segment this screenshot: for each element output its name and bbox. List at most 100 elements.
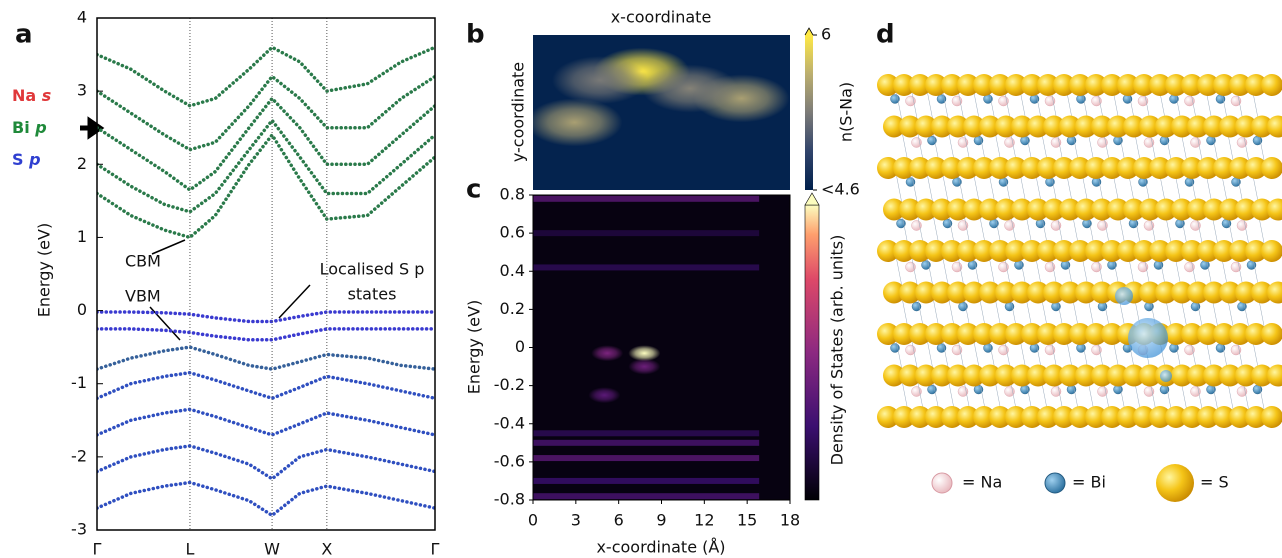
band xyxy=(97,444,435,481)
s-atom xyxy=(1261,74,1282,96)
x-axis-label: x-coordinate xyxy=(611,8,712,27)
s-atom xyxy=(1059,115,1081,138)
s-atom xyxy=(1181,406,1203,428)
s-atom xyxy=(1229,157,1251,179)
y-tick-label: 2 xyxy=(77,154,87,173)
s-atom xyxy=(1165,240,1187,262)
s-atom xyxy=(1181,323,1203,345)
dos-row xyxy=(533,455,760,462)
s-atom xyxy=(1117,157,1139,179)
y-tick-label: -0.6 xyxy=(494,451,525,470)
s-atom xyxy=(915,198,937,221)
legend-label: S p xyxy=(12,150,41,169)
na-atom xyxy=(1190,386,1201,397)
na-atom xyxy=(1230,261,1242,273)
s-atom xyxy=(1005,74,1027,96)
colorbar-arrow xyxy=(804,192,820,206)
s-atom xyxy=(979,115,1001,138)
x-tick-label: W xyxy=(264,540,280,558)
s-atom xyxy=(1053,323,1075,345)
s-atom xyxy=(1187,115,1209,138)
s-atom xyxy=(979,198,1001,221)
s-atom xyxy=(915,115,937,138)
na-atom xyxy=(1044,95,1056,107)
s-atom xyxy=(1069,157,1091,179)
na-atom xyxy=(1044,344,1056,356)
s-atom xyxy=(925,74,947,96)
na-atom xyxy=(951,261,963,273)
s-atom xyxy=(947,115,969,138)
dos-row xyxy=(533,195,760,202)
s-atom xyxy=(941,406,963,428)
y-tick-label: 0.4 xyxy=(500,261,525,280)
na-atom xyxy=(1004,386,1015,397)
annotation: CBM xyxy=(125,252,161,271)
na-atom xyxy=(998,95,1009,107)
s-atom xyxy=(1261,323,1282,345)
s-atom xyxy=(1251,364,1273,387)
s-atom xyxy=(973,74,995,96)
s-atom xyxy=(973,323,995,345)
x-tick-label: 3 xyxy=(571,511,581,530)
s-atom xyxy=(1229,240,1251,262)
s-atom xyxy=(1149,74,1171,96)
s-atom xyxy=(899,364,921,387)
s-atom xyxy=(883,115,905,138)
na-atom xyxy=(905,344,916,356)
y-tick-label: 0.8 xyxy=(500,185,525,204)
x-tick-label: 12 xyxy=(694,511,714,530)
x-tick-label: X xyxy=(321,540,332,558)
y-tick-label: -2 xyxy=(71,446,87,465)
legend-element: S xyxy=(12,150,24,169)
s-atom xyxy=(947,198,969,221)
na-atom xyxy=(1230,344,1242,356)
s-atom xyxy=(1075,364,1097,387)
s-atom xyxy=(909,157,931,179)
s-atom xyxy=(1091,364,1113,387)
s-atom xyxy=(1005,406,1027,428)
map xyxy=(533,47,790,147)
s-atom xyxy=(1197,74,1219,96)
s-atom xyxy=(1069,406,1091,428)
na-atom xyxy=(957,220,969,231)
s-atom xyxy=(1251,198,1273,221)
s-atom xyxy=(877,74,899,96)
colorbar-label: Density of States (arb. units) xyxy=(828,235,847,466)
s-atom xyxy=(1197,406,1219,428)
na-atom xyxy=(1143,220,1155,231)
x-tick-label: Γ xyxy=(93,540,102,558)
s-atom xyxy=(1197,323,1219,345)
s-atom xyxy=(1059,281,1081,304)
s-atom xyxy=(1155,281,1177,304)
s-atom xyxy=(1043,198,1065,221)
s-atom xyxy=(925,157,947,179)
na-atom xyxy=(1050,386,1062,397)
s-atom xyxy=(1229,74,1251,96)
s-atom xyxy=(883,198,905,221)
s-atom xyxy=(1171,364,1193,387)
annotation: states xyxy=(348,285,397,304)
s-atom xyxy=(1139,364,1161,387)
x-tick-label: Γ xyxy=(431,540,440,558)
s-atom xyxy=(957,240,979,262)
s-atom xyxy=(995,364,1017,387)
na-atom xyxy=(911,386,922,397)
y-tick-label: -3 xyxy=(71,520,87,539)
band xyxy=(97,117,435,214)
s-atom xyxy=(1149,157,1171,179)
s-atom xyxy=(1021,74,1043,96)
s-atom xyxy=(1251,281,1273,304)
na-atom xyxy=(1230,95,1242,107)
legend-arrow xyxy=(80,116,105,140)
legend-label: Na s xyxy=(12,86,51,105)
s-atom xyxy=(1005,323,1027,345)
s-atom xyxy=(915,364,937,387)
density-spot xyxy=(628,358,661,375)
plot-frame xyxy=(96,17,436,531)
s-atom xyxy=(1043,364,1065,387)
s-atom xyxy=(1267,198,1282,221)
band xyxy=(97,480,435,518)
s-atom xyxy=(941,323,963,345)
s-atom xyxy=(1123,364,1145,387)
